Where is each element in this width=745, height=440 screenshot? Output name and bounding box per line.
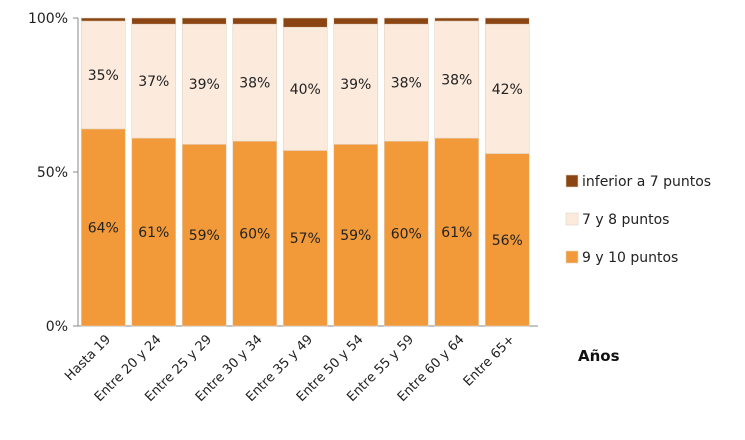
bar-segment <box>282 26 328 151</box>
bar-segment <box>333 23 379 145</box>
data-label: 61% <box>441 225 472 241</box>
data-label: 64% <box>88 220 119 236</box>
y-axis-ticks: 0% 50% 100% <box>28 11 78 335</box>
bar-segment <box>484 153 530 327</box>
data-label: 59% <box>340 228 371 244</box>
data-label: 35% <box>88 68 119 84</box>
data-label: 38% <box>239 76 270 92</box>
bar-segment <box>232 140 278 327</box>
category-label: Entre 65+ <box>461 332 518 389</box>
bar-segment <box>282 17 328 28</box>
bar-segment <box>80 17 126 22</box>
bar-segment <box>131 17 177 25</box>
legend: inferior a 7 puntos 7 y 8 puntos 9 y 10 pu… <box>565 174 711 266</box>
bar-segment <box>232 23 278 142</box>
legend-label: inferior a 7 puntos <box>582 174 711 190</box>
legend-label: 7 y 8 puntos <box>582 212 669 228</box>
data-label: 38% <box>441 73 472 89</box>
bar-segment <box>80 128 126 327</box>
bar-segment <box>232 17 278 25</box>
bar-segment <box>484 17 530 25</box>
bar-segment <box>282 150 328 327</box>
bar-segment <box>383 140 429 327</box>
data-labels-group: 64% 35% 61% 37% 59% 39% 60% 38% 57% 40% 59% 39% 60% 3… <box>88 68 523 249</box>
data-label: 61% <box>138 225 169 241</box>
x-axis-title: Años <box>578 347 620 365</box>
y-tick-label: 100% <box>28 11 68 27</box>
data-label: 39% <box>189 77 220 93</box>
y-tick-label: 50% <box>37 165 68 181</box>
bar-segment <box>80 20 126 130</box>
bar-segment <box>484 23 530 154</box>
legend-swatch <box>565 174 579 188</box>
data-label: 42% <box>492 82 523 98</box>
data-label: 60% <box>239 227 270 243</box>
data-label: 39% <box>340 77 371 93</box>
bar-segment <box>333 143 379 327</box>
data-label: 38% <box>391 76 422 92</box>
bar-segment <box>333 17 379 25</box>
y-tick-label: 0% <box>46 319 68 335</box>
bar-segment <box>434 20 480 139</box>
bar-segment <box>434 17 480 22</box>
legend-swatch <box>565 250 579 264</box>
data-label: 40% <box>290 82 321 98</box>
bar-segment <box>383 17 429 25</box>
data-label: 37% <box>138 74 169 90</box>
bars-group <box>80 17 530 327</box>
bar-segment <box>181 17 227 25</box>
data-label: 56% <box>492 233 523 249</box>
legend-swatch <box>565 212 579 226</box>
category-label: Hasta 19 <box>62 332 114 384</box>
data-label: 60% <box>391 227 422 243</box>
legend-label: 9 y 10 puntos <box>582 250 678 266</box>
bar-segment <box>383 23 429 142</box>
data-label: 57% <box>290 231 321 247</box>
bar-segment <box>434 137 480 327</box>
data-label: 59% <box>189 228 220 244</box>
